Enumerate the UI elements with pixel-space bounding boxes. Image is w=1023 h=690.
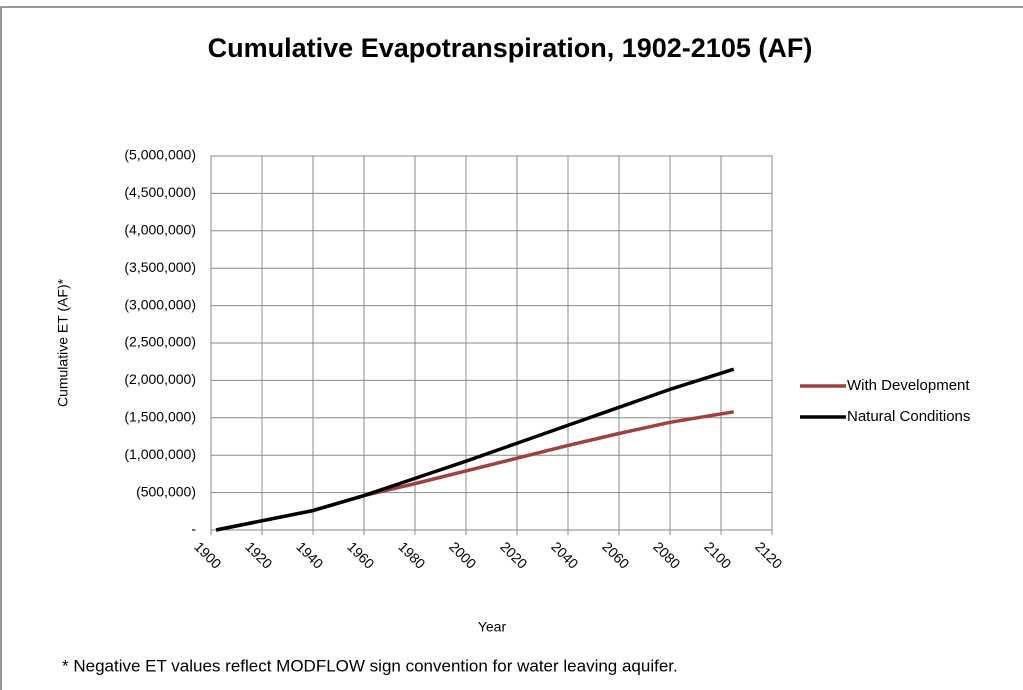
series-line	[215, 367, 735, 532]
plot-area	[210, 155, 773, 531]
y-tick-label: (4,500,000)	[124, 184, 196, 200]
y-tick-label: -	[191, 521, 196, 537]
chart-title: Cumulative Evapotranspiration, 1902-2105…	[208, 33, 813, 63]
x-tick-label: 2080	[650, 538, 683, 571]
frame	[0, 6, 1023, 690]
y-tick-label: (2,500,000)	[124, 334, 196, 350]
y-axis-label: Cumulative ET (AF)*	[55, 278, 71, 407]
y-tick-label: (4,000,000)	[124, 222, 196, 238]
x-tick-label: 2040	[548, 538, 581, 571]
y-tick-label: (3,000,000)	[124, 296, 196, 312]
x-tick-label: 2000	[446, 538, 479, 571]
x-tick-label: 1920	[242, 538, 275, 571]
legend-label: Natural Conditions	[847, 408, 970, 425]
x-tick-label: 2020	[497, 538, 530, 571]
x-tick-label: 1940	[293, 538, 326, 571]
x-axis-label: Year	[478, 619, 507, 635]
y-tick-label: (5,000,000)	[124, 147, 196, 163]
x-tick-label: 2060	[599, 538, 632, 571]
y-tick-label: (1,500,000)	[124, 409, 196, 425]
y-tick-label: (2,000,000)	[124, 371, 196, 387]
x-tick-label: 2100	[701, 538, 734, 571]
x-tick-label: 1900	[191, 538, 224, 571]
x-tick-label: 1980	[395, 538, 428, 571]
series-line	[215, 410, 735, 532]
y-tick-label: (500,000)	[136, 483, 196, 499]
footnote: * Negative ET values reflect MODFLOW sig…	[62, 656, 678, 675]
x-tick-label: 1960	[344, 538, 377, 571]
x-tick-label: 2120	[752, 538, 785, 571]
legend-label: With Development	[847, 377, 970, 394]
y-tick-label: (1,000,000)	[124, 446, 196, 462]
y-tick-label: (3,500,000)	[124, 259, 196, 275]
